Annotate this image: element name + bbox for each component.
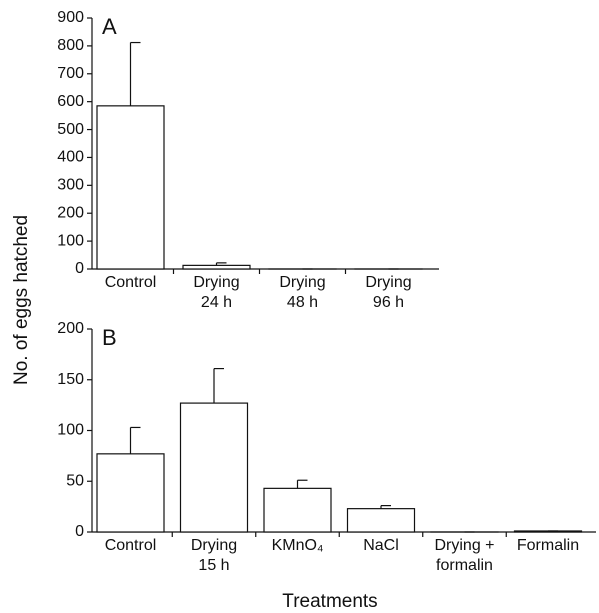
bar (346, 508, 416, 533)
x-tick-label: Control (105, 537, 157, 554)
y-tick-label: 600 (57, 93, 84, 110)
bar (513, 530, 583, 533)
x-tick-label: Drying (193, 274, 239, 291)
y-tick-label: 0 (75, 523, 84, 540)
x-tick-label: Control (105, 274, 157, 291)
bar (96, 105, 165, 270)
y-tick-label: 100 (57, 422, 84, 439)
y-tick-label: 700 (57, 65, 84, 82)
y-tick-label: 300 (57, 177, 84, 194)
y-axis-label: No. of eggs hatched (11, 215, 32, 385)
x-tick-label: Drying (365, 274, 411, 291)
x-tick-label: 24 h (201, 294, 232, 311)
y-tick-label: 0 (75, 260, 84, 277)
x-tick-label: 96 h (373, 294, 404, 311)
x-tick-label: 48 h (287, 294, 318, 311)
x-tick-label: Drying (191, 537, 237, 554)
x-tick-label: KMnO₄ (272, 537, 324, 554)
panel-label: A (102, 14, 117, 39)
bar (179, 402, 249, 533)
x-tick-label: Drying + (434, 537, 494, 554)
y-tick-label: 50 (66, 472, 84, 489)
x-tick-label: Drying (279, 274, 325, 291)
x-tick-label: NaCl (363, 537, 399, 554)
y-tick-label: 200 (57, 204, 84, 221)
y-tick-label: 400 (57, 149, 84, 166)
y-tick-label: 150 (57, 371, 84, 388)
x-tick-label: 15 h (198, 557, 229, 574)
y-tick-label: 800 (57, 37, 84, 54)
y-tick-label: 500 (57, 121, 84, 138)
panel-label: B (102, 325, 117, 350)
y-tick-label: 900 (57, 9, 84, 26)
x-tick-label: formalin (436, 557, 493, 574)
bar (182, 264, 251, 270)
x-tick-label: Formalin (517, 537, 579, 554)
y-tick-label: 100 (57, 232, 84, 249)
bar (263, 487, 332, 533)
bar (96, 453, 165, 533)
y-tick-label: 200 (57, 320, 84, 337)
x-axis-label: Treatments (282, 591, 377, 612)
